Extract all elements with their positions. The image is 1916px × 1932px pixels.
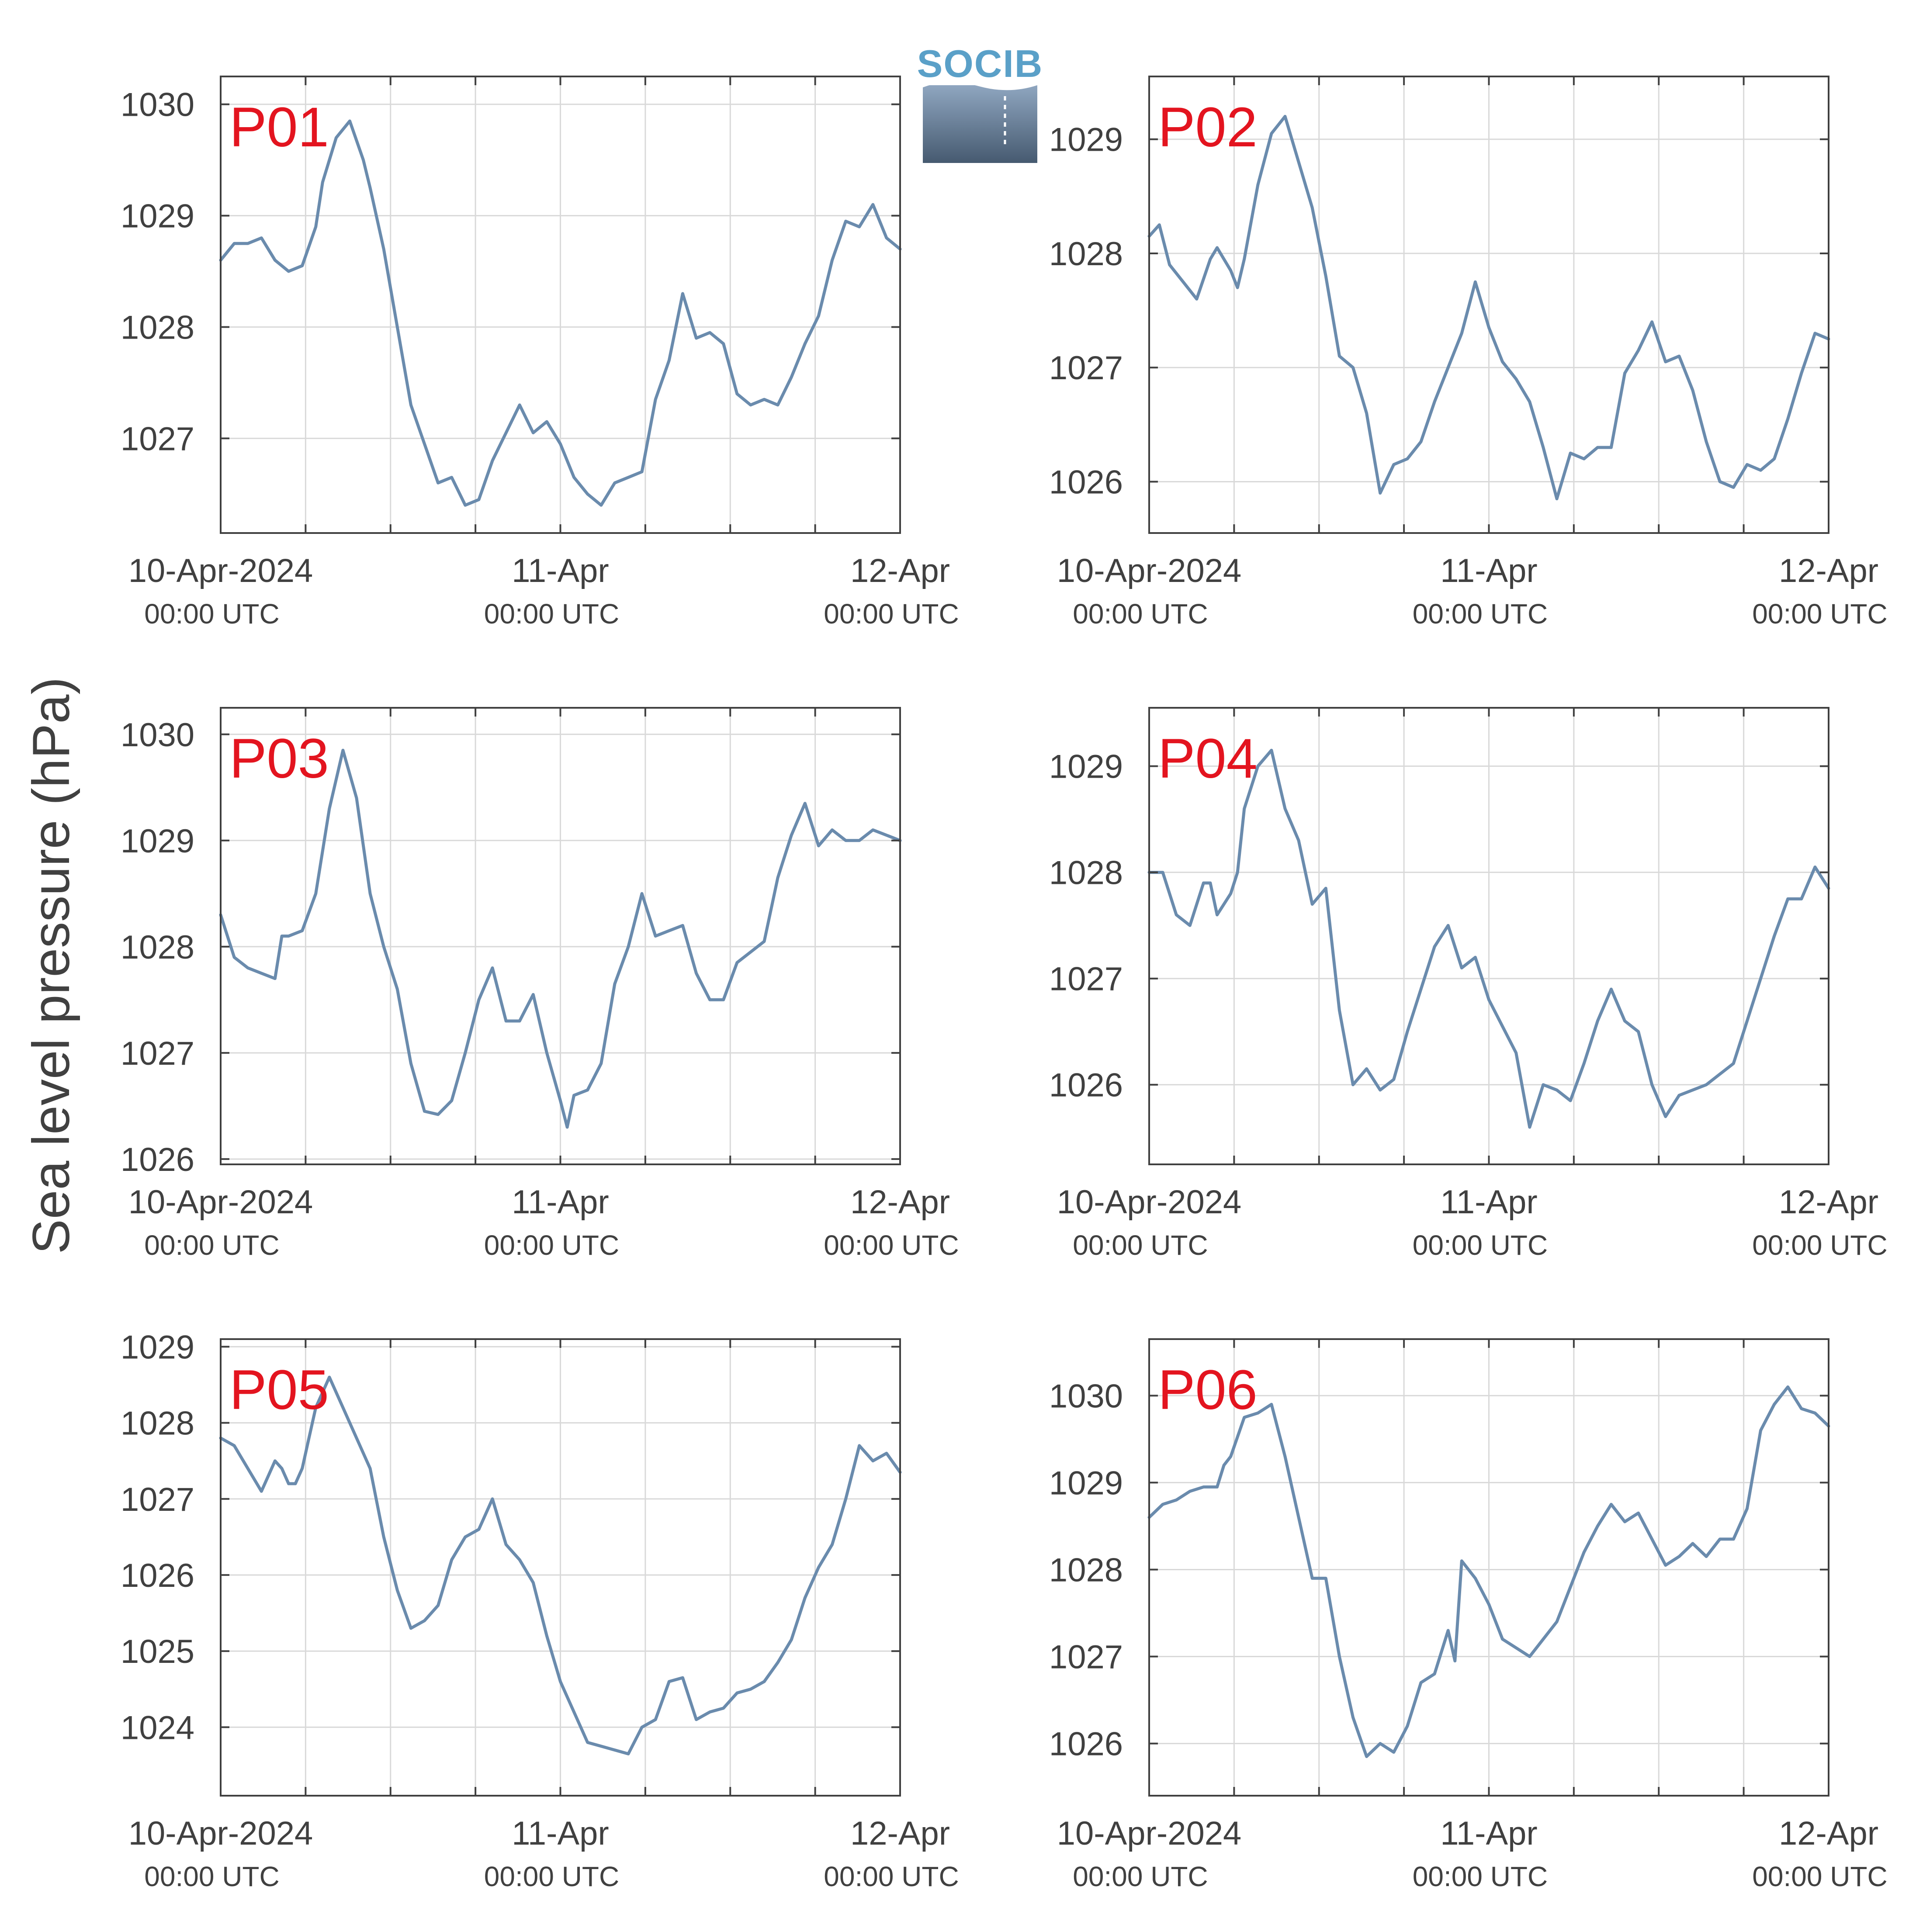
x-tick-time-label: 00:00 UTC	[144, 1229, 279, 1261]
y-tick-label: 1029	[1049, 748, 1123, 786]
series-line-p05	[219, 1375, 902, 1755]
y-tick-label: 1027	[1049, 961, 1123, 998]
y-tick-label: 1029	[121, 823, 194, 860]
x-tick-time-label: 00:00 UTC	[1073, 598, 1208, 630]
x-tick-time-label: 00:00 UTC	[1752, 1861, 1887, 1892]
y-tick-label: 1026	[121, 1557, 194, 1594]
y-tick-label: 1030	[121, 717, 194, 754]
x-tick-time-label: 00:00 UTC	[484, 598, 619, 630]
panel-label: P02	[1158, 96, 1258, 159]
x-tick-time-label: 00:00 UTC	[1413, 1861, 1548, 1892]
x-tick-date-label: 12-Apr	[1779, 1184, 1878, 1221]
y-tick-label: 1027	[121, 1035, 194, 1072]
logo-wave-block	[923, 85, 1037, 163]
y-tick-label: 1027	[1049, 1639, 1123, 1676]
chart-panel-p01: 1027 1028 1029 1030 10-Apr-2024 00:00 UTC 11-A…	[121, 76, 959, 630]
panel-label: P03	[229, 727, 329, 790]
x-tick-date-label: 10-Apr-2024	[1057, 1815, 1242, 1852]
x-tick-time-label: 00:00 UTC	[484, 1861, 619, 1892]
y-tick-label: 1029	[121, 1329, 194, 1366]
series-line-p04	[1147, 748, 1830, 1129]
x-tick-time-label: 00:00 UTC	[824, 1861, 959, 1892]
socib-logo: SOCIB	[917, 42, 1043, 163]
x-tick-time-label: 00:00 UTC	[824, 598, 959, 630]
x-tick-time-label: 00:00 UTC	[1413, 598, 1548, 630]
y-tick-label: 1030	[121, 87, 194, 124]
y-tick-label: 1024	[121, 1709, 194, 1746]
panel-label: P04	[1158, 727, 1258, 790]
series-line-p06	[1147, 1385, 1830, 1758]
x-tick-date-label: 11-Apr	[512, 1815, 609, 1852]
y-tick-label: 1028	[1049, 855, 1123, 892]
panels: 1027 1028 1029 1030 10-Apr-2024 00:00 UTC 11-A…	[121, 76, 1888, 1892]
x-tick-date-label: 11-Apr	[512, 1184, 609, 1221]
series-line-p03	[219, 748, 902, 1129]
panel-label: P01	[229, 96, 329, 159]
x-tick-date-label: 12-Apr	[850, 1184, 950, 1221]
y-tick-label: 1028	[1049, 235, 1123, 273]
y-tick-label: 1028	[121, 1405, 194, 1442]
chart-panel-p05: 1024 1025 1026 1027 1028 1029 10-Apr-2024 00:00…	[121, 1329, 959, 1892]
y-tick-label: 1025	[121, 1633, 194, 1670]
x-tick-date-label: 12-Apr	[1779, 552, 1878, 589]
x-tick-date-label: 11-Apr	[1440, 1184, 1537, 1221]
y-tick-label: 1029	[1049, 121, 1123, 159]
y-tick-label: 1030	[1049, 1378, 1123, 1415]
x-tick-date-label: 11-Apr	[1440, 552, 1537, 589]
series-line-p02	[1147, 114, 1830, 501]
y-tick-label: 1026	[1049, 464, 1123, 501]
x-tick-date-label: 12-Apr	[850, 1815, 950, 1852]
x-tick-date-label: 10-Apr-2024	[128, 1184, 313, 1221]
y-axis-label: Sea level pressure (hPa)	[22, 677, 80, 1254]
x-tick-time-label: 00:00 UTC	[1073, 1861, 1208, 1892]
x-tick-time-label: 00:00 UTC	[1073, 1229, 1208, 1261]
y-tick-label: 1027	[1049, 350, 1123, 387]
x-tick-time-label: 00:00 UTC	[144, 598, 279, 630]
y-tick-label: 1028	[1049, 1551, 1123, 1589]
x-tick-date-label: 10-Apr-2024	[128, 1815, 313, 1852]
logo-text: SOCIB	[917, 42, 1043, 85]
chart-panel-p03: 1026 1027 1028 1029 1030 10-Apr-2024 00:00 UTC…	[121, 707, 959, 1261]
y-tick-label: 1028	[121, 309, 194, 346]
x-tick-date-label: 10-Apr-2024	[1057, 1184, 1242, 1221]
y-tick-label: 1029	[1049, 1465, 1123, 1502]
series-line-p01	[219, 119, 902, 507]
y-tick-label: 1026	[1049, 1067, 1123, 1104]
chart-panel-p04: 1026 1027 1028 1029 10-Apr-2024 00:00 UTC 11-A…	[1049, 707, 1888, 1261]
panel-label: P06	[1158, 1359, 1258, 1421]
x-tick-time-label: 00:00 UTC	[484, 1229, 619, 1261]
x-tick-time-label: 00:00 UTC	[1752, 598, 1887, 630]
x-tick-time-label: 00:00 UTC	[824, 1229, 959, 1261]
y-tick-label: 1026	[121, 1141, 194, 1178]
x-tick-time-label: 00:00 UTC	[144, 1861, 279, 1892]
y-tick-label: 1026	[1049, 1726, 1123, 1763]
y-tick-label: 1027	[121, 1481, 194, 1518]
x-tick-date-label: 12-Apr	[1779, 1815, 1878, 1852]
panel-label: P05	[229, 1359, 329, 1421]
chart-panel-p02: 1026 1027 1028 1029 10-Apr-2024 00:00 UTC 11-A…	[1049, 76, 1888, 630]
y-tick-label: 1027	[121, 420, 194, 457]
chart-panel-p06: 1026 1027 1028 1029 1030 10-Apr-2024 00:00 UTC…	[1049, 1338, 1888, 1892]
x-tick-time-label: 00:00 UTC	[1413, 1229, 1548, 1261]
x-tick-date-label: 12-Apr	[850, 552, 950, 589]
y-tick-label: 1029	[121, 198, 194, 235]
y-tick-label: 1028	[121, 929, 194, 966]
x-tick-time-label: 00:00 UTC	[1752, 1229, 1887, 1261]
x-tick-date-label: 11-Apr	[512, 552, 609, 589]
x-tick-date-label: 11-Apr	[1440, 1815, 1537, 1852]
x-tick-date-label: 10-Apr-2024	[128, 552, 313, 589]
logo-wave-crest	[923, 80, 1037, 90]
x-tick-date-label: 10-Apr-2024	[1057, 552, 1242, 589]
